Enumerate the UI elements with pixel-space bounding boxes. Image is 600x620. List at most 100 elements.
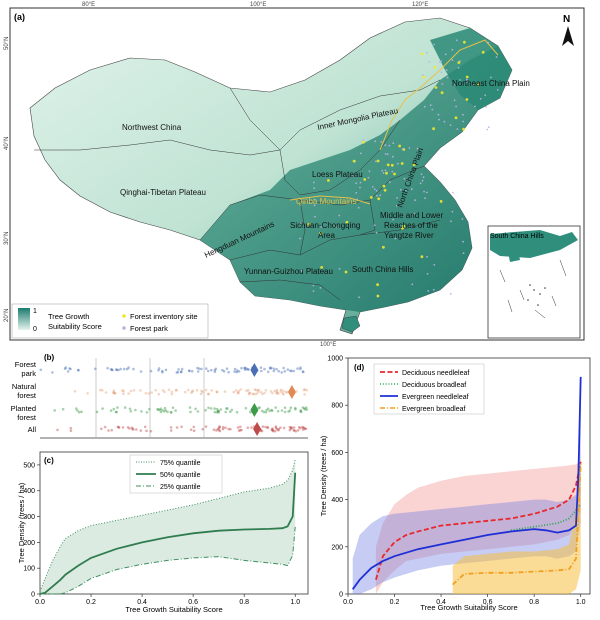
strip-point [274, 406, 278, 409]
strip-point [129, 410, 133, 413]
strip-point [225, 367, 229, 371]
forest-park-site [441, 83, 444, 85]
strip-point [201, 390, 204, 394]
forest-park-site [373, 188, 376, 191]
forest-park-site [461, 218, 464, 220]
strip-point [200, 367, 203, 371]
strip-point [103, 425, 107, 429]
strip-point [215, 407, 219, 411]
strip-point [64, 366, 68, 369]
strip-point [294, 430, 298, 433]
forest-park-site [392, 142, 395, 145]
strip-point [77, 369, 80, 372]
colorbar-min: 0 [33, 326, 37, 333]
strip-point [279, 388, 283, 392]
d-xtick-label: 0.2 [390, 599, 400, 606]
strip-point [175, 426, 179, 429]
d-ytick-label: 200 [331, 544, 343, 551]
strip-point [213, 407, 216, 410]
strip-point [121, 389, 124, 392]
strip-point [263, 367, 266, 371]
panel-c-label: (c) [44, 456, 54, 465]
d-band-evergreen-needleleaf [352, 376, 581, 594]
strip-point [189, 410, 192, 414]
forest-inventory-site [386, 163, 390, 167]
strip-point [283, 410, 287, 414]
strip-point [218, 425, 221, 428]
forest-park-site [376, 194, 378, 197]
strip-point [196, 370, 200, 373]
strip-point [277, 370, 281, 373]
forest-park-site [437, 113, 440, 116]
strip-point [215, 390, 219, 394]
forest-park-site [426, 273, 429, 275]
forest-park-site [486, 128, 489, 131]
forest-park-site [395, 204, 398, 207]
d-band-deciduous-needleleaf [375, 461, 581, 594]
forest-park-site [462, 120, 465, 123]
d-band-evergreen-broadleaf [452, 452, 581, 594]
strip-point [177, 368, 180, 371]
panel-b-row-labels: Forest park Natural forest Planted fores… [11, 360, 37, 434]
strip-point [239, 388, 242, 391]
strip-point [206, 369, 210, 373]
strip-point [271, 391, 274, 395]
region-south-china-hills: South China Hills [352, 265, 413, 274]
forest-park-site [313, 204, 316, 207]
strip-point [75, 407, 78, 410]
strip-point [270, 428, 274, 432]
strip-point [299, 367, 302, 371]
strip-point [53, 409, 56, 412]
forest-park-site [396, 197, 398, 199]
strip-point [217, 428, 221, 432]
strip-point [139, 389, 142, 392]
d-ytick-label: 600 [331, 450, 343, 457]
forest-park-site [487, 126, 490, 129]
forest-inventory-site [382, 245, 385, 249]
strip-point [217, 411, 220, 414]
forest-inventory-site [462, 127, 465, 131]
strip-point [140, 410, 143, 413]
forest-park-site [422, 176, 425, 179]
forest-park-site [411, 283, 414, 286]
forest-park-site [403, 177, 406, 180]
c-xtick-label: 0.4 [137, 599, 147, 606]
strip-point [117, 426, 121, 429]
strip-point [303, 408, 307, 411]
d-xlabel: Tree Growth Suitability Score [420, 603, 517, 612]
forest-park-site [388, 181, 391, 184]
forest-park-site [433, 264, 436, 266]
forest-park-site [357, 206, 360, 209]
forest-park-site [300, 222, 303, 225]
panel-a-map: (a) 80°E 100°E 120°E 100°E 50°N 40°N 30°… [4, 2, 585, 348]
c-xtick-label: 0.6 [188, 599, 198, 606]
strip-point [190, 391, 193, 395]
strip-point [192, 429, 196, 433]
forest-inventory-site [345, 220, 349, 224]
strip-point [170, 392, 174, 396]
strip-point [260, 369, 263, 373]
d-ytick-label: 0 [339, 592, 343, 599]
strip-point [222, 370, 226, 373]
forest-inventory-site [369, 196, 373, 199]
strip-point [101, 407, 104, 410]
forest-inventory-site [463, 40, 466, 44]
d-ticks: 0.0 0.2 0.4 0.6 0.8 1.0 0 200 400 600 800 1000 [327, 356, 585, 607]
strip-point [169, 426, 173, 429]
strip-median-marker [287, 385, 296, 399]
strip-point [235, 410, 239, 414]
region-sichuan-line1: Sichuan-Chongqing [290, 221, 360, 230]
strip-point [301, 370, 305, 373]
forest-park-site [388, 144, 391, 147]
strip-point [157, 392, 160, 396]
strip-point [128, 407, 132, 411]
forest-park-site [335, 226, 338, 229]
strip-point [264, 389, 268, 392]
strip-point [127, 366, 130, 369]
forest-inventory-site [434, 86, 438, 89]
northeast-forest [430, 28, 512, 110]
strip-point [275, 367, 278, 371]
panel-b-label: (b) [44, 353, 55, 362]
c-xtick-label: 1.0 [290, 599, 300, 606]
forest-site-dots [299, 39, 499, 299]
